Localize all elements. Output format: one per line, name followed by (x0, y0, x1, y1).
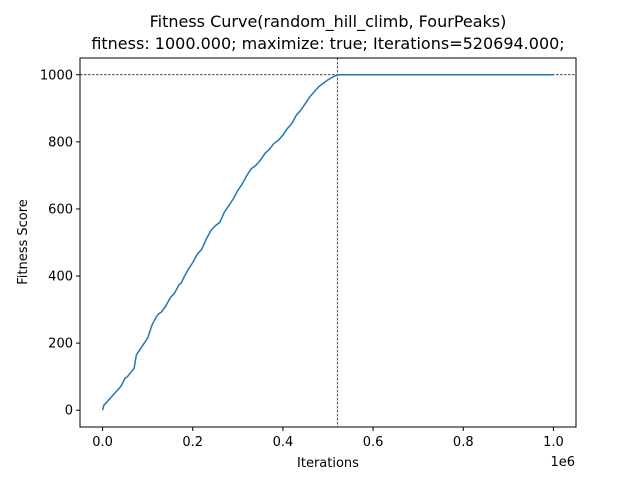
y-tick-label: 0 (65, 404, 73, 419)
x-tick-label: 1.0 (543, 435, 564, 450)
plot-area: 0.0 0.2 0.4 0.6 0.8 1.0 0 200 400 600 800 1000 (40, 57, 577, 450)
axes-frame (79, 57, 577, 428)
x-tick-label: 0.0 (92, 435, 113, 450)
y-axis-label: Fitness Score (16, 199, 31, 285)
y-tick-label: 600 (48, 202, 73, 217)
y-tick-label: 800 (48, 135, 73, 150)
y-tick-label: 400 (48, 270, 73, 285)
x-axis-offset-label: 1e6 (550, 455, 575, 470)
x-tick-label: 0.4 (273, 435, 294, 450)
x-axis-label: Iterations (297, 456, 359, 471)
chart-subtitle: fitness: 1000.000; maximize: true; Itera… (91, 34, 564, 53)
x-tick-label: 0.2 (182, 435, 203, 450)
x-tick-label: 0.8 (453, 435, 474, 450)
y-tick-label: 200 (48, 337, 73, 352)
chart-title: Fitness Curve(random_hill_climb, FourPea… (150, 12, 507, 32)
y-tick-label: 1000 (40, 68, 73, 83)
x-tick-label: 0.6 (363, 435, 384, 450)
series-line (101, 74, 554, 411)
